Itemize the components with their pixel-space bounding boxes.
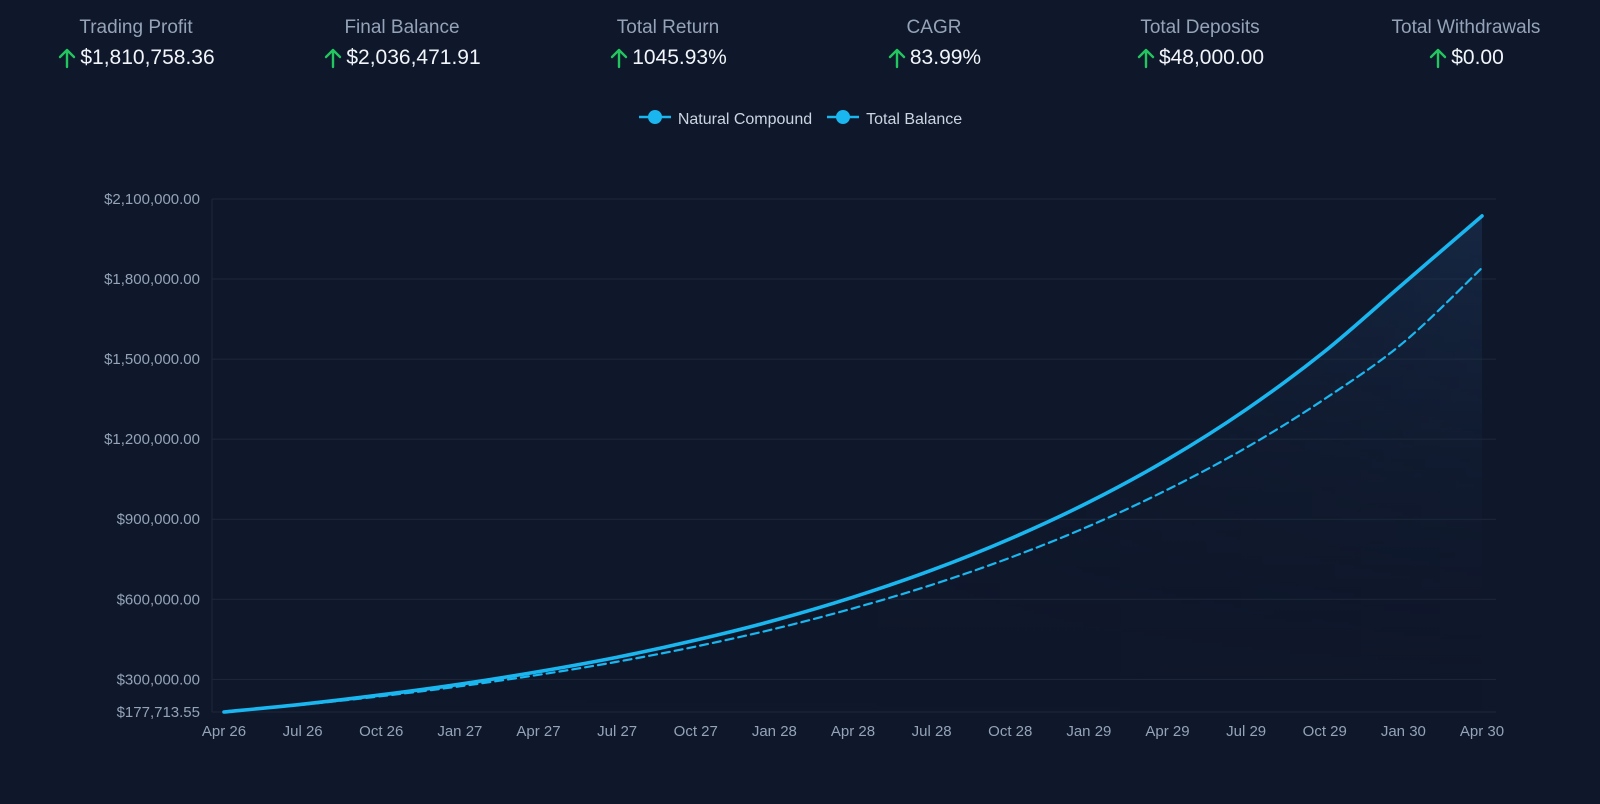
x-tick-label: Jan 28 xyxy=(752,723,797,740)
x-tick-label: Apr 27 xyxy=(516,723,560,740)
arrow-up-icon xyxy=(323,47,343,69)
line-dot-marker-icon xyxy=(826,108,860,131)
stat-label: Total Deposits xyxy=(1140,17,1260,38)
stat-final-balance: Final Balance $2,036,471.91 xyxy=(282,15,522,72)
x-tick-label: Apr 30 xyxy=(1460,723,1504,740)
y-axis-ticks: $177,713.55 $300,000.00 $600,000.00 $900,00… xyxy=(104,191,200,721)
arrow-up-icon xyxy=(57,47,77,69)
x-tick-label: Oct 29 xyxy=(1303,723,1347,740)
stat-value: $1,810,758.36 xyxy=(80,46,215,69)
stat-value-row: 83.99% xyxy=(814,44,1054,72)
x-tick-label: Jan 27 xyxy=(437,723,482,740)
x-tick-label: Jul 28 xyxy=(912,723,952,740)
stat-label: Total Withdrawals xyxy=(1391,17,1541,38)
y-tick-label: $300,000.00 xyxy=(117,671,200,688)
total-balance-line[interactable] xyxy=(222,214,1484,714)
stat-value: $48,000.00 xyxy=(1158,46,1265,69)
x-tick-label: Jul 26 xyxy=(283,723,323,740)
x-tick-label: Jan 30 xyxy=(1381,723,1426,740)
stat-trading-profit: Trading Profit $1,810,758.36 xyxy=(16,15,256,72)
summary-stats: Trading Profit $1,810,758.36 Final Balan… xyxy=(0,0,1600,90)
stat-total-withdrawals: Total Withdrawals $0.00 xyxy=(1346,15,1586,72)
x-tick-label: Apr 28 xyxy=(831,723,875,740)
stat-label: Trading Profit xyxy=(79,17,193,38)
y-tick-label: $1,800,000.00 xyxy=(104,271,200,288)
x-axis-ticks: Apr 26 Jul 26 Oct 26 Jan 27 Apr 27 Jul 27 Oct … xyxy=(202,723,1504,740)
x-tick-label: Jul 29 xyxy=(1226,723,1266,740)
stat-value: 1045.93% xyxy=(632,46,727,69)
legend-item-total-balance[interactable]: Total Balance xyxy=(826,108,962,131)
x-tick-label: Oct 26 xyxy=(359,723,403,740)
y-tick-label: $900,000.00 xyxy=(117,511,200,528)
arrow-up-icon xyxy=(609,47,629,69)
legend-label: Total Balance xyxy=(866,110,963,128)
y-tick-label: $2,100,000.00 xyxy=(104,191,200,208)
stat-value-row: $48,000.00 xyxy=(1080,44,1320,72)
arrow-up-icon xyxy=(1428,47,1448,69)
chart-legend: Natural Compound Total Balance xyxy=(0,108,1600,131)
y-tick-label: $1,200,000.00 xyxy=(104,431,200,448)
stat-value-row: 1045.93% xyxy=(548,44,788,72)
stat-value: 83.99% xyxy=(909,46,982,69)
x-tick-label: Apr 26 xyxy=(202,723,246,740)
y-tick-label: $600,000.00 xyxy=(117,591,200,608)
x-tick-label: Oct 28 xyxy=(988,723,1032,740)
chart-area-fill xyxy=(224,215,1482,712)
x-tick-label: Jan 29 xyxy=(1066,723,1111,740)
stat-total-return: Total Return 1045.93% xyxy=(548,15,788,72)
y-tick-label: $177,713.55 xyxy=(117,704,200,721)
y-tick-label: $1,500,000.00 xyxy=(104,351,200,368)
arrow-up-icon xyxy=(887,47,907,69)
chart-series xyxy=(222,214,1484,714)
stat-label: Final Balance xyxy=(344,17,460,38)
x-tick-label: Apr 29 xyxy=(1145,723,1189,740)
stat-value: $2,036,471.91 xyxy=(346,46,481,69)
x-tick-label: Jul 27 xyxy=(597,723,637,740)
legend-label: Natural Compound xyxy=(677,110,813,128)
stat-value-row: $0.00 xyxy=(1346,44,1586,72)
stat-total-deposits: Total Deposits $48,000.00 xyxy=(1080,15,1320,72)
line-dot-marker-icon xyxy=(638,108,672,131)
total-balance-area xyxy=(224,215,1482,712)
stat-label: Total Return xyxy=(616,17,720,38)
stat-value: $0.00 xyxy=(1451,46,1504,69)
arrow-up-icon xyxy=(1136,47,1156,69)
x-tick-label: Oct 27 xyxy=(674,723,718,740)
stat-value-row: $1,810,758.36 xyxy=(16,44,256,72)
natural-compound-line[interactable] xyxy=(222,266,1484,714)
stat-cagr: CAGR 83.99% xyxy=(814,15,1054,72)
stat-value-row: $2,036,471.91 xyxy=(282,44,522,72)
stat-label: CAGR xyxy=(906,17,962,38)
legend-item-natural-compound[interactable]: Natural Compound xyxy=(638,108,812,131)
